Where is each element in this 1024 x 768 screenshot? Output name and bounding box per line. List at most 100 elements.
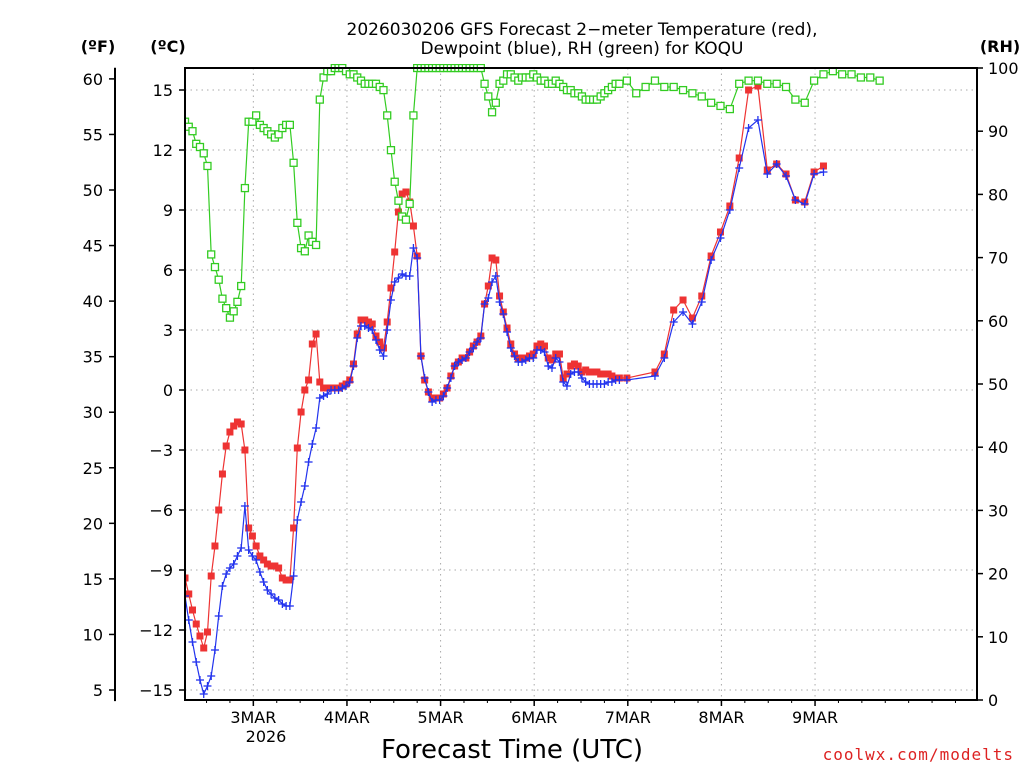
temperature-point <box>308 340 316 348</box>
dewpoint-point <box>551 354 560 362</box>
temperature-point <box>537 340 545 348</box>
temperature-point <box>237 420 245 428</box>
dewpoint-point <box>222 570 231 578</box>
rh-point <box>289 158 298 167</box>
dewpoint-point <box>270 594 279 602</box>
temperature-point <box>608 372 616 380</box>
x-tick-label: 3MAR <box>230 708 276 727</box>
rh-point <box>487 108 497 117</box>
rh-point <box>809 76 819 85</box>
dewpoint-point <box>503 328 512 336</box>
dewpoint-point <box>650 372 659 380</box>
temperature-point <box>394 208 402 216</box>
dewpoint-point <box>510 352 519 360</box>
temperature-point <box>256 552 264 560</box>
rh-point <box>311 240 321 250</box>
temperature-point <box>544 354 552 362</box>
dewpoint-point <box>229 560 238 568</box>
rh-point <box>763 79 772 88</box>
rh-point <box>706 98 716 107</box>
dewpoint-point <box>772 160 781 168</box>
dewpoint-point <box>607 378 616 386</box>
dewpoint-point <box>800 200 809 208</box>
dewpoint-point <box>353 334 362 342</box>
dewpoint-point <box>424 388 433 396</box>
dewpoint-point <box>716 234 725 242</box>
rh-point <box>866 73 875 82</box>
x-tick-label: 6MAR <box>511 708 557 727</box>
dewpoint-point <box>521 356 530 364</box>
x-tick-label: 9MAR <box>792 708 838 727</box>
x-tick-label: 4MAR <box>324 708 370 727</box>
dewpoint-point <box>199 690 208 698</box>
dewpoint-point <box>491 272 500 280</box>
temperature-point <box>301 386 309 394</box>
dewpoint-point <box>185 616 193 624</box>
rh-tick-label: 70 <box>988 249 1008 268</box>
dewpoint-point <box>360 322 369 330</box>
rh-point <box>753 76 763 85</box>
dewpoint-point <box>518 358 527 366</box>
temperature-point <box>688 314 696 322</box>
series-temperature <box>185 82 827 652</box>
rh-point <box>735 79 744 88</box>
dewpoint-point <box>274 596 283 604</box>
dewpoint-point <box>308 440 317 448</box>
rh-point <box>622 76 632 85</box>
dewpoint-point <box>192 658 201 666</box>
temperature-point <box>391 248 399 256</box>
fahrenheit-tick-label: 20 <box>83 514 103 533</box>
temperature-point <box>218 470 226 478</box>
dewpoint-point <box>476 334 485 342</box>
celsius-tick-label: −12 <box>139 621 173 640</box>
dewpoint-point <box>763 170 772 178</box>
celsius-tick-label: 15 <box>153 81 173 100</box>
dewpoint-point <box>499 310 508 318</box>
temperature-point <box>207 572 215 580</box>
temperature-point <box>698 292 706 300</box>
celsius-tick-label: −15 <box>139 681 173 700</box>
fahrenheit-tick-label: 25 <box>83 459 103 478</box>
series-layer <box>185 64 884 698</box>
dewpoint-point <box>450 362 459 370</box>
dewpoint-point <box>547 364 556 372</box>
temperature-point <box>492 256 500 264</box>
dewpoint-point <box>420 374 429 382</box>
rh-point <box>214 275 223 284</box>
dewpoint-point <box>484 294 493 302</box>
temperature-point <box>188 606 196 614</box>
rh-point <box>240 183 250 193</box>
rh-point <box>405 199 414 209</box>
rh-point <box>379 85 388 95</box>
rh-point <box>800 98 809 107</box>
rh-point <box>383 111 392 120</box>
rh-point <box>229 307 238 316</box>
rh-point <box>615 79 624 88</box>
temperature-point <box>364 318 372 326</box>
rh-point <box>744 76 753 85</box>
rh-point <box>199 149 208 158</box>
temperature-point <box>278 574 286 582</box>
temperature-point <box>185 590 193 598</box>
celsius-tick-label: 12 <box>153 141 173 160</box>
rh-point <box>660 82 669 92</box>
dewpoint-point <box>267 590 276 598</box>
temperature-point <box>241 446 249 454</box>
dewpoint-point <box>600 380 609 388</box>
rh-point <box>688 89 697 98</box>
fahrenheit-tick-label: 30 <box>83 403 103 422</box>
series-rh <box>185 64 884 322</box>
rh-tick-label: 20 <box>988 565 1008 584</box>
temperature-point <box>582 366 590 374</box>
temperature-point <box>398 190 406 198</box>
temperature-point <box>185 574 189 582</box>
rh-tick-label: 30 <box>988 501 1008 520</box>
dewpoint-point <box>214 612 223 620</box>
rh-point <box>491 98 500 107</box>
dewpoint-point <box>225 564 234 572</box>
temperature-point <box>574 362 582 370</box>
rh-point <box>716 101 725 111</box>
dewpoint-point <box>218 582 227 590</box>
dewpoint-point <box>782 172 791 180</box>
